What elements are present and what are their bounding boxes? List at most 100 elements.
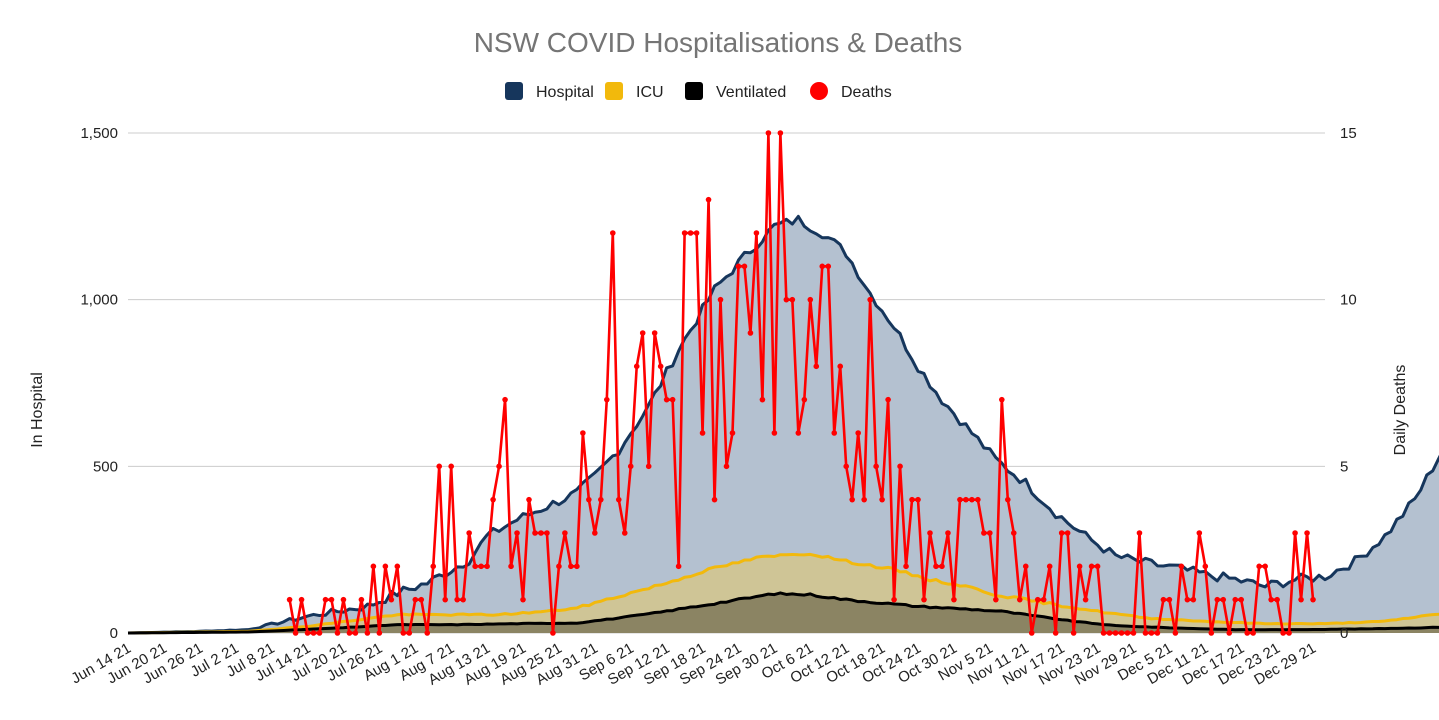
death-point (1310, 596, 1316, 603)
death-point (675, 563, 682, 570)
death-point (1220, 596, 1227, 603)
death-point (538, 530, 544, 536)
y-tick-left: 500 (93, 458, 118, 475)
death-point (580, 430, 586, 436)
death-point (951, 596, 957, 603)
death-point (969, 496, 975, 503)
death-point (651, 330, 658, 336)
death-point (795, 430, 802, 436)
death-point (472, 563, 478, 570)
death-point (1118, 630, 1125, 636)
death-point (1256, 563, 1262, 570)
death-point (861, 496, 867, 503)
death-point (825, 263, 832, 270)
death-point (1076, 563, 1083, 570)
death-point (849, 496, 855, 503)
death-point (394, 563, 401, 570)
death-point (496, 463, 502, 470)
death-point (927, 530, 933, 536)
y-axis-right: 0 5 10 15 (1340, 125, 1357, 642)
death-point (945, 530, 951, 536)
death-point (843, 463, 849, 470)
death-point (412, 596, 419, 603)
death-point (855, 430, 861, 436)
death-point (1040, 596, 1047, 603)
death-point (1160, 596, 1167, 603)
death-point (633, 363, 640, 370)
death-point (873, 463, 879, 470)
death-point (759, 396, 766, 403)
death-point (1100, 630, 1107, 636)
death-point (424, 630, 431, 636)
death-point (490, 496, 496, 503)
death-point (592, 530, 598, 536)
death-point (645, 463, 652, 470)
legend-label: ICU (636, 84, 664, 101)
death-point (352, 630, 359, 636)
death-point (1304, 530, 1310, 536)
y-tick-right: 0 (1340, 625, 1348, 642)
death-point (448, 463, 454, 470)
death-point (1136, 530, 1143, 536)
death-point (526, 496, 532, 503)
death-point (1292, 530, 1298, 536)
death-point (430, 563, 437, 570)
death-point (520, 596, 526, 603)
death-point (442, 596, 449, 603)
death-point (1268, 596, 1274, 603)
death-point (753, 230, 760, 236)
death-point (1112, 630, 1119, 636)
death-point (316, 630, 323, 636)
death-point (1274, 596, 1280, 603)
area-ventilated (128, 592, 1439, 633)
death-point (717, 296, 724, 303)
y-tick-right: 5 (1340, 458, 1348, 475)
death-point (903, 563, 909, 570)
death-point (765, 130, 772, 136)
death-point (364, 630, 371, 636)
death-point (657, 363, 664, 370)
death-point (1058, 530, 1065, 536)
death-point (1154, 630, 1161, 636)
y-axis-right-title: Daily Deaths (1392, 365, 1409, 456)
legend-label: Hospital (536, 84, 594, 101)
death-point (663, 396, 670, 403)
death-point (771, 430, 778, 436)
death-point (879, 496, 885, 503)
legend-swatch (810, 82, 828, 100)
death-point (627, 463, 634, 470)
death-point (801, 396, 808, 403)
death-point (711, 496, 718, 503)
legend-swatch (605, 82, 623, 100)
death-point (735, 263, 742, 270)
death-point (1088, 563, 1095, 570)
death-point (741, 263, 748, 270)
death-point (705, 196, 712, 203)
death-point (933, 563, 939, 570)
death-point (639, 330, 646, 336)
death-point (1106, 630, 1113, 636)
death-point (1196, 530, 1203, 536)
death-point (993, 596, 999, 603)
line-ventilated (127, 591, 1439, 635)
death-point (819, 263, 826, 270)
death-point (460, 596, 466, 603)
death-point (406, 630, 413, 636)
chart-title: NSW COVID Hospitalisations & Deaths (474, 27, 963, 58)
death-point (1244, 630, 1250, 636)
area-series (128, 216, 1439, 633)
y-tick-right: 15 (1340, 125, 1357, 142)
death-point (957, 496, 963, 503)
death-point (1005, 496, 1011, 503)
y-axis-left: 0 500 1,000 1,500 (80, 125, 118, 642)
death-point (609, 230, 616, 236)
y-tick-right: 10 (1340, 292, 1357, 309)
death-point (897, 463, 903, 470)
death-point (562, 530, 568, 536)
legend-label: Ventilated (716, 84, 786, 101)
death-point (723, 463, 730, 470)
death-point (436, 463, 443, 470)
death-point (1202, 563, 1209, 570)
